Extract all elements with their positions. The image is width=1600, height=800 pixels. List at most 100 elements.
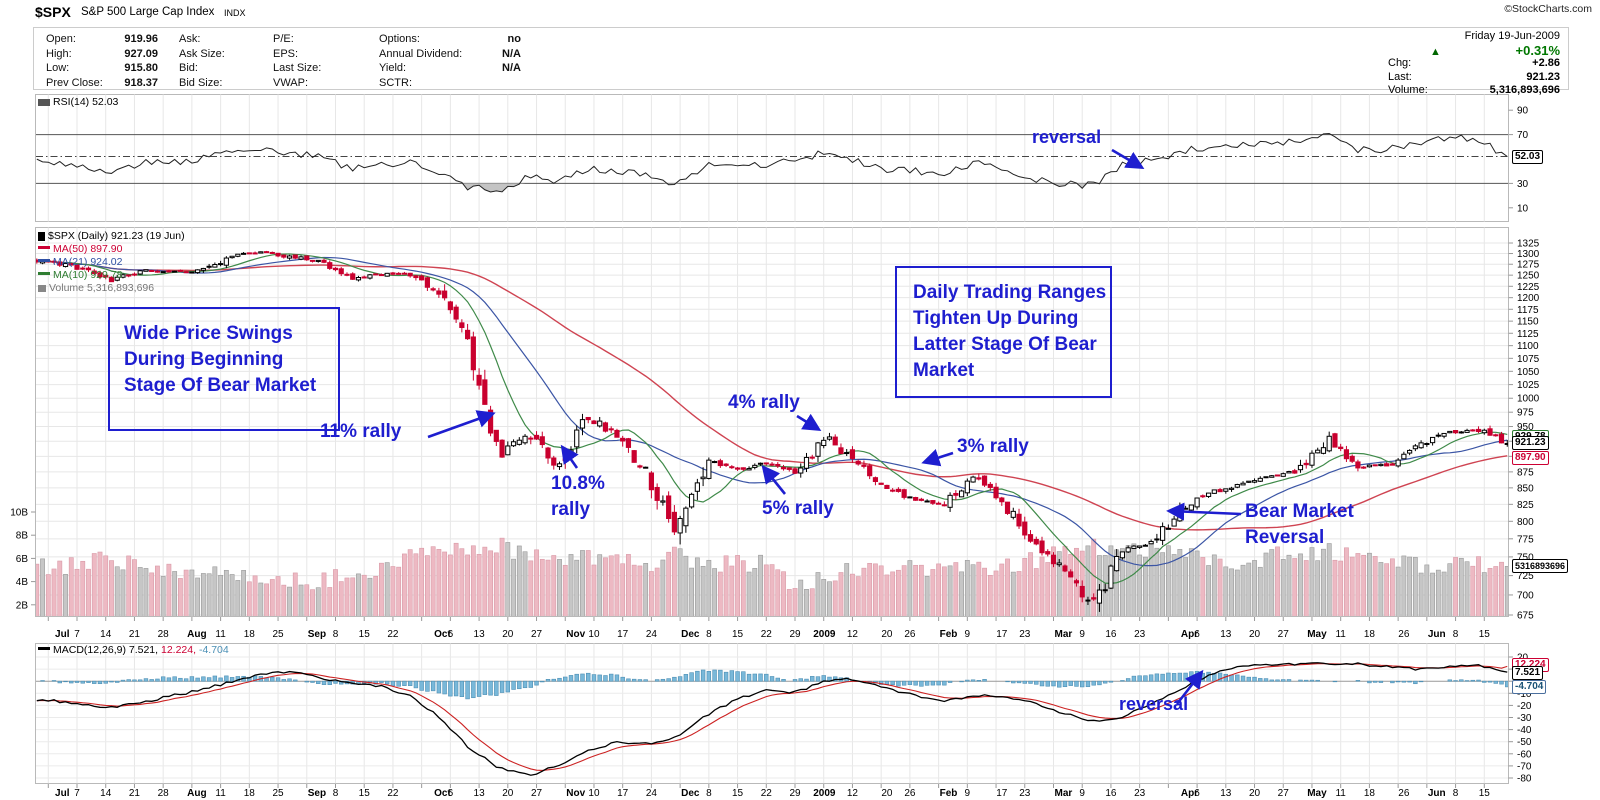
x-axis-day-label: 22: [761, 629, 773, 640]
annual-dividend-label: Annual Dividend:: [379, 47, 463, 60]
eps-label: EPS:: [273, 47, 299, 60]
x-axis-month-label: Apr: [1181, 629, 1198, 640]
ma10-legend-label: MA(10) 929.78: [53, 269, 123, 281]
x-axis-month-label: Dec: [681, 629, 700, 640]
macd-series: [36, 662, 1508, 776]
x-axis-month-label: 2009: [813, 788, 836, 799]
rsi-value-tag: 52.03: [1512, 150, 1544, 164]
last-value: 921.23: [1526, 70, 1560, 83]
x-axis-day-label: 20: [502, 788, 514, 799]
rsi-tick-label: 10: [1517, 203, 1529, 214]
candlestick-icon: [38, 232, 45, 241]
annotation-3pct-rally: 3% rally: [957, 436, 1029, 457]
price-tick-label: 1300: [1517, 249, 1540, 260]
quote-fundamentals-column: P/E: EPS: Last Size: VWAP:: [273, 32, 373, 90]
price-tick-label: 1225: [1517, 282, 1540, 293]
bid-size-label: Bid Size:: [179, 76, 223, 89]
macd-tick-label: -30: [1517, 713, 1532, 724]
x-axis-day-label: 11: [215, 788, 226, 799]
x-axis-day-label: 15: [359, 629, 371, 640]
x-axis-day-label: 11: [1335, 788, 1346, 799]
quote-options-column: Options: no Annual Dividend: N/A Yield: N/A…: [379, 32, 521, 90]
ma50-legend-label: MA(50) 897.90: [53, 243, 123, 255]
price-tick-label: 800: [1517, 517, 1534, 528]
price-tick-label: 1075: [1517, 354, 1540, 365]
macd-tick-label: -50: [1517, 737, 1532, 748]
volume-bars-icon: [38, 285, 46, 292]
symbol-legend-label: $SPX (Daily) 921.23 (19 Jun): [48, 230, 185, 242]
pe-label: P/E:: [273, 33, 294, 45]
x-axis-day-label: 9: [1079, 788, 1085, 799]
open-label: Open:: [46, 33, 76, 45]
x-axis-day-label: 23: [1134, 788, 1146, 799]
annotation-bear-market-reversal: Bear Market Reversal: [1245, 501, 1354, 548]
volume-value-tag: 5316893696: [1512, 559, 1569, 573]
x-axis-month-label: Feb: [940, 788, 958, 799]
macd-signal-legend: 12.224,: [160, 644, 197, 656]
macd-tick-label: -70: [1517, 761, 1532, 772]
last-label: Last:: [1388, 70, 1412, 83]
x-axis-day-label: 6: [448, 629, 454, 640]
x-axis-day-label: 13: [474, 629, 486, 640]
x-axis-month-label: Aug: [187, 629, 206, 640]
ask-label: Ask:: [179, 33, 201, 45]
price-tick-label: 1050: [1517, 367, 1540, 378]
macd-value-tag: 7.521: [1512, 666, 1544, 680]
x-axis-day-label: 13: [474, 788, 486, 799]
x-axis-day-label: 17: [617, 629, 629, 640]
x-axis-day-label: 20: [881, 629, 893, 640]
pct-change-value: +0.31%: [1515, 42, 1560, 58]
macd-tick-label: -10: [1517, 689, 1532, 700]
annotation-rsi-reversal: reversal: [1032, 127, 1102, 147]
quote-date: Friday 19-Jun-2009: [1464, 30, 1560, 42]
x-axis-day-label: 8: [706, 788, 712, 799]
x-axis-day-label: 18: [1364, 629, 1376, 640]
price-tick-label: 775: [1517, 534, 1534, 545]
prev-close-value: 918.37: [124, 76, 158, 89]
price-tick-label: 1100: [1517, 341, 1539, 352]
x-axis-day-label: 27: [1278, 629, 1290, 640]
price-tick-label: 1250: [1517, 271, 1540, 282]
x-axis-month-label: Feb: [940, 629, 958, 640]
x-axis-month-label: May: [1307, 788, 1327, 799]
x-axis-day-label: 18: [244, 788, 256, 799]
x-axis-day-label: 23: [1019, 788, 1031, 799]
x-axis-day-label: 17: [996, 788, 1008, 799]
high-label: High:: [46, 47, 72, 60]
x-axis-day-label: 15: [732, 788, 744, 799]
annotation-11pct-rally: 11% rally: [320, 421, 402, 442]
options-value: no: [507, 33, 521, 45]
x-axis-day-label: 15: [1479, 629, 1491, 640]
x-axis-day-label: 12: [847, 629, 859, 640]
yield-label: Yield:: [379, 62, 407, 74]
x-axis-day-label: 20: [1249, 629, 1261, 640]
x-axis-day-label: 11: [1335, 629, 1346, 640]
x-axis-month-label: Sep: [308, 629, 326, 640]
x-axis-day-label: 10: [588, 788, 600, 799]
x-axis-day-label: 15: [732, 629, 744, 640]
sctr-label: SCTR:: [379, 76, 412, 89]
x-axis-day-label: 26: [1398, 629, 1410, 640]
macd-tick-label: -60: [1517, 749, 1532, 760]
x-axis-day-label: 28: [158, 788, 170, 799]
x-axis-day-label: 28: [158, 629, 170, 640]
volume-tick-label: 8B: [16, 531, 29, 542]
annotation-arrows: [427, 148, 1242, 705]
chg-label: Chg:: [1388, 57, 1412, 70]
x-axis-day-label: 10: [588, 629, 600, 640]
price-tick-label: 1025: [1517, 380, 1540, 391]
price-tick-label: 1000: [1517, 394, 1540, 405]
macd-hist-legend: -4.704: [198, 644, 229, 656]
low-value: 915.80: [124, 62, 158, 74]
x-axis-month-label: Jun: [1428, 629, 1446, 640]
x-axis-day-label: 27: [531, 629, 543, 640]
macd-line-icon: [38, 647, 50, 650]
price-tick-label: 1150: [1517, 317, 1539, 328]
volume-value: 5,316,893,696: [1489, 84, 1560, 97]
x-axis-day-label: 20: [881, 788, 893, 799]
x-axis-day-label: 8: [1453, 788, 1459, 799]
last-price-tag: 921.23: [1512, 436, 1549, 450]
x-axis-day-label: 16: [1105, 629, 1117, 640]
x-axis-day-label: 8: [1453, 629, 1459, 640]
